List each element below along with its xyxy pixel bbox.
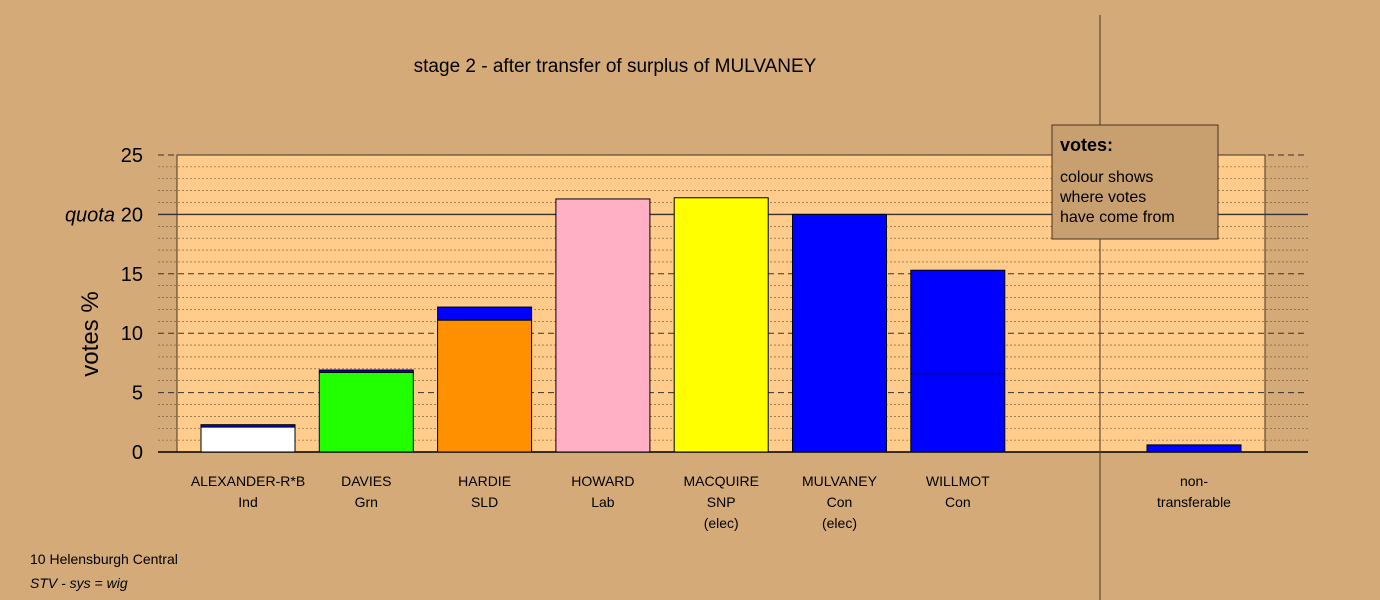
bar-segment <box>318 371 414 453</box>
bar-segment <box>792 213 887 453</box>
category-label: (elec) <box>822 515 857 531</box>
legend-line-3: have come from <box>1060 209 1175 226</box>
y-tick-label: 25 <box>121 145 143 167</box>
category-label: ALEXANDER-R*B <box>191 473 305 489</box>
nontransferable-label: non- <box>1180 473 1208 489</box>
category-label: MULVANEY <box>802 473 878 489</box>
footer-line-2: STV - sys = wig <box>30 575 128 591</box>
category-label: Lab <box>591 494 615 510</box>
category-label: Grn <box>355 494 378 510</box>
legend-title: votes: <box>1060 135 1113 155</box>
legend-line-1: colour shows <box>1060 169 1153 186</box>
bar-segment <box>318 369 414 373</box>
category-label: HARDIE <box>458 473 511 489</box>
y-tick-label: 15 <box>121 264 143 286</box>
bar-segment <box>200 424 296 428</box>
bar-segment <box>673 197 769 453</box>
category-label: (elec) <box>704 515 739 531</box>
category-label: SNP <box>707 494 736 510</box>
quota-label: quota <box>65 204 115 226</box>
y-axis-label: votes % <box>77 291 104 376</box>
bar-segment <box>437 306 533 321</box>
category-label: SLD <box>471 494 498 510</box>
category-label: DAVIES <box>341 473 391 489</box>
category-label: Con <box>945 494 971 510</box>
nontransferable-bar <box>1146 444 1242 453</box>
category-labels: ALEXANDER-R*B Ind DAVIES Grn HARDIE SLD HOWARD… <box>191 473 1231 531</box>
category-label: WILLMOT <box>926 473 990 489</box>
y-tick-label: 20 <box>121 204 143 226</box>
bar-segment <box>437 319 533 453</box>
category-label: HOWARD <box>571 473 634 489</box>
bar-segment <box>910 269 1006 375</box>
category-label: Ind <box>238 494 257 510</box>
legend-box <box>1051 124 1219 240</box>
bar-segment <box>200 426 296 453</box>
y-tick-label: 5 <box>132 383 143 405</box>
nontransferable-label: transferable <box>1157 494 1231 510</box>
footer-line-1: 10 Helensburgh Central <box>30 551 178 567</box>
bar-segment <box>555 198 651 453</box>
legend: votes: colour shows where votes have com… <box>1051 124 1219 240</box>
chart-title: stage 2 - after transfer of surplus of M… <box>414 56 817 77</box>
category-label: MACQUIRE <box>683 473 758 489</box>
y-tick-label: 0 <box>132 442 143 464</box>
y-tick-label: 10 <box>121 323 143 345</box>
bars <box>200 197 1242 453</box>
category-label: Con <box>827 494 853 510</box>
bar-segment <box>910 373 1006 453</box>
legend-line-2: where votes <box>1059 189 1146 206</box>
